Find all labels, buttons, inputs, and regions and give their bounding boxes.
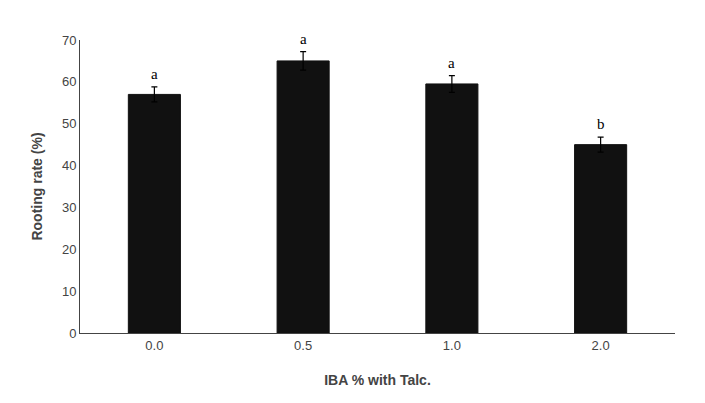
svg-text:0.5: 0.5 <box>294 338 312 353</box>
svg-text:0.0: 0.0 <box>145 338 163 353</box>
svg-text:2.0: 2.0 <box>592 338 610 353</box>
svg-text:Rooting rate (%): Rooting rate (%) <box>29 132 45 240</box>
svg-text:10: 10 <box>62 284 76 299</box>
svg-text:70: 70 <box>62 33 76 48</box>
svg-text:a: a <box>300 31 307 47</box>
svg-text:0: 0 <box>69 326 76 341</box>
svg-text:30: 30 <box>62 200 76 215</box>
svg-text:20: 20 <box>62 242 76 257</box>
svg-text:IBA % with Talc.: IBA % with Talc. <box>324 372 431 388</box>
svg-text:60: 60 <box>62 74 76 89</box>
svg-text:1.0: 1.0 <box>443 338 461 353</box>
svg-text:a: a <box>151 66 158 82</box>
svg-text:b: b <box>597 116 605 132</box>
svg-text:40: 40 <box>62 158 76 173</box>
svg-text:50: 50 <box>62 116 76 131</box>
svg-text:a: a <box>448 55 455 71</box>
